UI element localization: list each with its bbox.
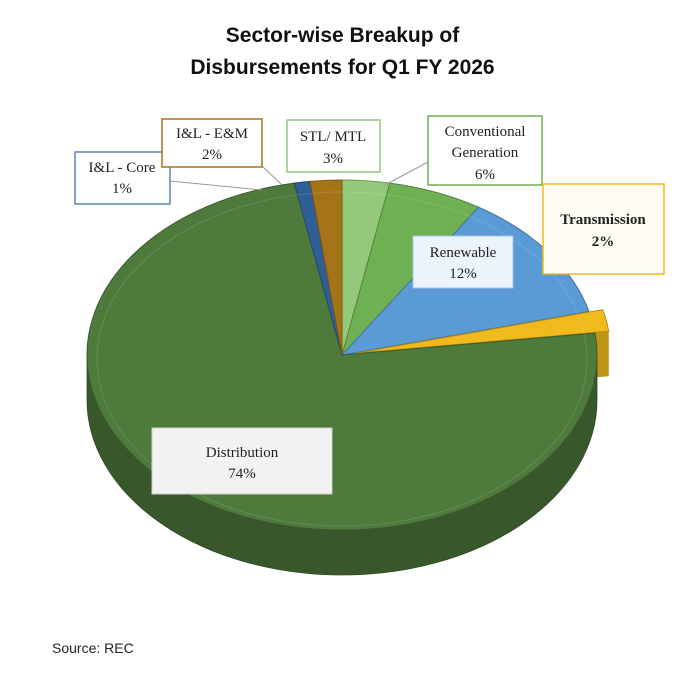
- label-i-l-e-m: I&L - E&M 2%: [161, 118, 263, 168]
- label-i-l-e-m-name: I&L - E&M: [176, 126, 248, 142]
- label-transmission-value: 2%: [592, 234, 615, 250]
- label-i-l-core-value: 1%: [112, 181, 132, 197]
- label-i-l-e-m-value: 2%: [202, 147, 222, 163]
- label-conventional-line-2: Generation: [452, 145, 519, 161]
- label-conventional-generation: Conventional Generation 6%: [427, 115, 543, 186]
- chart-title-line-1: Sector-wise Breakup of: [225, 24, 460, 47]
- label-distribution-name: Distribution: [206, 445, 279, 461]
- leader-line-conv: [384, 161, 429, 186]
- label-i-l-core-name: I&L - Core: [89, 160, 156, 176]
- source-note: Source: REC: [52, 640, 134, 656]
- label-stl-mtl: STL/ MTL 3%: [286, 119, 381, 173]
- chart-title: Sector-wise Breakup of Disbursements for…: [0, 20, 685, 84]
- chart-title-line-2: Disbursements for Q1 FY 2026: [190, 56, 495, 79]
- label-renewable: Renewable 12%: [412, 235, 514, 289]
- label-i-l-core: I&L - Core 1%: [74, 151, 171, 205]
- label-distribution: Distribution 74%: [151, 427, 333, 495]
- pie-labels: I&L - Core 1% I&L - E&M 2% STL/ MTL 3% C…: [74, 115, 665, 495]
- pie-rim-highlight: [96, 191, 588, 527]
- label-renewable-value: 12%: [449, 266, 477, 282]
- label-renewable-name: Renewable: [430, 245, 497, 261]
- leader-line-em: [261, 165, 283, 186]
- label-conventional-value: 6%: [475, 167, 495, 183]
- pie-slice-i-l-e-m: [309, 179, 343, 356]
- label-transmission: Transmission 2%: [542, 183, 665, 275]
- label-distribution-value: 74%: [228, 466, 256, 482]
- label-conventional-line-1: Conventional: [445, 124, 526, 140]
- label-stl-mtl-value: 3%: [323, 151, 343, 167]
- label-stl-mtl-name: STL/ MTL: [300, 129, 366, 145]
- leader-line-core: [169, 180, 263, 191]
- pie-slice-transmission: [355, 309, 610, 354]
- label-transmission-name: Transmission: [560, 212, 646, 228]
- pie-tops: [86, 179, 610, 531]
